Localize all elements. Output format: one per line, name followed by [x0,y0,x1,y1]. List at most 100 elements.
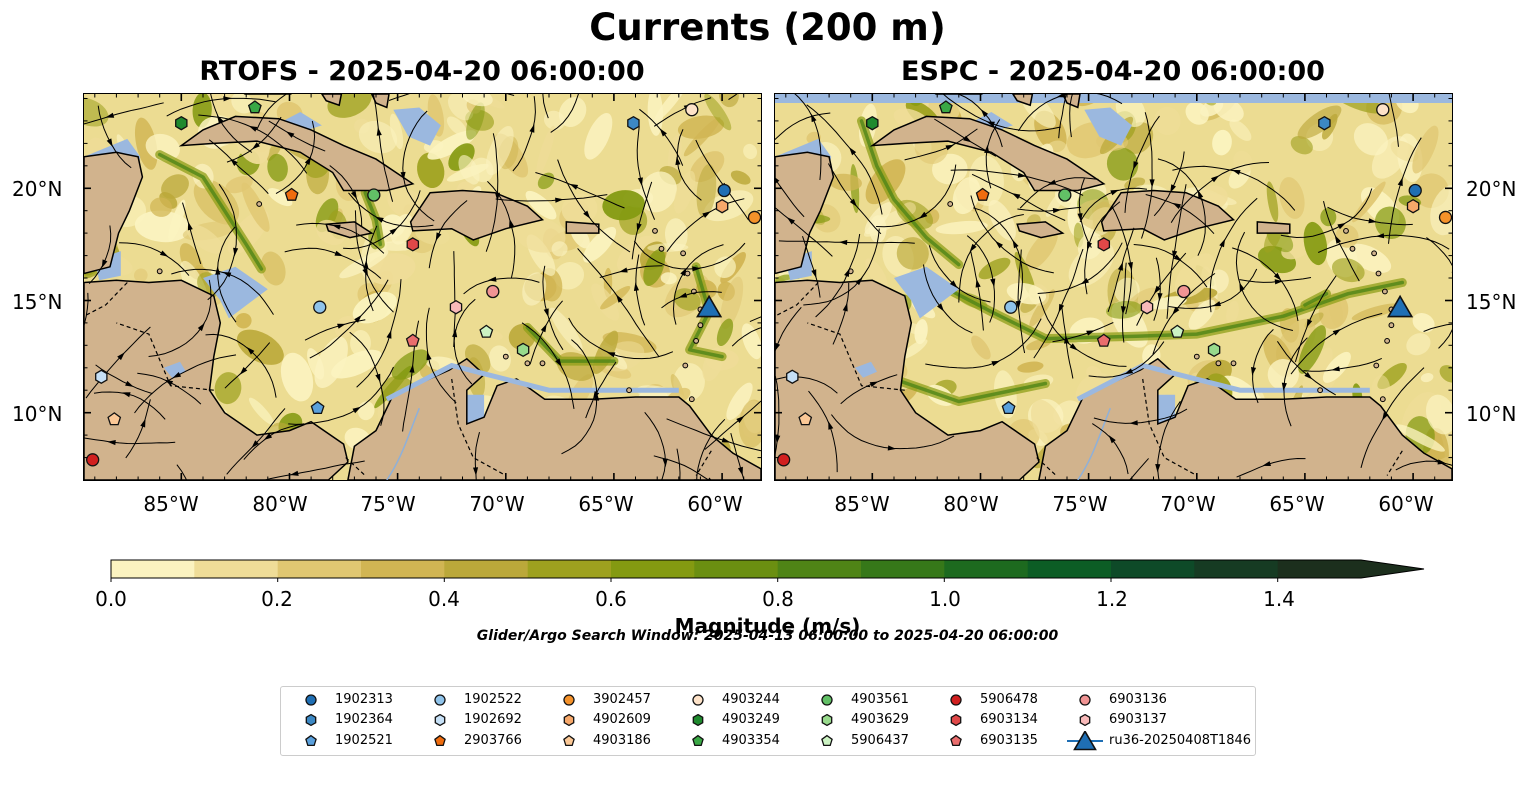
legend-marker [1079,694,1091,706]
country-border [807,322,905,391]
streamline-arrow [616,294,623,303]
streamline-arrow [775,177,780,184]
colorbar-tick-4: 0.8 [762,587,794,611]
colorbar-extend-arrow [1361,560,1424,578]
platform-marker-6903135 [405,333,420,347]
map-panel-rtofs[interactable] [83,93,762,481]
lat-label-10n-right: 10°N [1466,402,1517,426]
small-island [539,360,546,367]
platform-marker-5906478 [777,453,791,467]
streamline-arrow [555,358,562,367]
colorbar-segment [361,560,445,578]
streamline-arrow [121,392,131,398]
land-cuba [178,115,415,192]
streamline-arrow [1170,184,1176,193]
streamline-arrow [426,351,432,361]
shallow-water [393,107,441,146]
streamlines [84,94,761,480]
colorbar-tick-6: 1.2 [1096,587,1128,611]
legend-marker-shape [305,734,317,747]
platform-marker-4903249 [866,115,879,131]
streamline-arrow [984,144,990,154]
platform-marker-4903561 [367,188,381,202]
map-panel-espc[interactable] [774,93,1453,481]
streamline [256,94,288,131]
legend-marker [434,734,446,747]
small-island [1379,396,1386,403]
streamline [1145,194,1215,235]
lon-label-80w-right: 80°W [943,492,999,516]
streamline-arrow [1304,372,1313,380]
streamline [84,102,164,125]
streamline-arrow [887,445,897,451]
small-island [1193,353,1200,360]
streamline [119,242,190,276]
streamline [1079,187,1148,223]
streamline-arrow [106,138,113,147]
platform-marker-4903249 [175,115,188,131]
streamline [207,183,237,301]
platform-marker-3902457 [747,210,761,225]
streamline [95,364,153,395]
streamline [653,455,710,480]
legend-label: 1902364 [335,712,393,727]
streamline-arrow [409,364,415,373]
colorbar-segment [944,560,1029,578]
streamline [731,327,761,347]
streamline-arrow [1262,461,1271,466]
small-island [680,250,686,257]
legend-label: 1902313 [335,692,393,707]
lat-label-20n: 20°N [12,177,63,201]
streamline [1283,337,1308,427]
legend-label: 4903186 [593,733,651,748]
colorbar-segment [111,560,195,578]
legend-label: 1902522 [464,692,522,707]
land-yucatan [775,151,835,275]
legend-marker [821,694,833,706]
streamline [309,279,389,359]
streamline [942,94,1061,132]
legend-marker [950,694,962,706]
streamline-arrow [107,440,116,446]
streamline-arrow [529,124,535,133]
lat-label-20n-right: 20°N [1466,177,1517,201]
land-bahamas1 [321,94,343,107]
streamline-arrow [1052,208,1062,214]
small-island [1382,288,1388,295]
streamline-arrow [350,190,357,200]
coastal-shelf [1076,362,1370,402]
lon-label-60w: 60°W [687,492,743,516]
streamline-arrow [919,211,928,219]
platform-marker-1902522 [313,300,327,314]
platform-marker-4903629 [1207,342,1221,358]
streamline [1294,275,1337,363]
strong-current-core [363,190,383,247]
legend-marker-shape [563,734,575,747]
lon-label-80w: 80°W [252,492,308,516]
streamline-arrow [1069,343,1078,351]
streamline-arrow [1281,382,1287,392]
legend-label: 6903136 [1109,692,1167,707]
river [386,407,420,480]
legend-marker [1079,713,1091,727]
platform-marker-4903354 [247,100,262,114]
panel-title-rtofs: RTOFS - 2025-04-20 06:00:00 [199,56,645,87]
colorbar-tick-7: 1.4 [1263,587,1295,611]
platform-marker-4903244 [685,103,699,117]
land-hispaniola [409,189,545,241]
streamline-arrow [452,328,458,338]
streamline [535,172,625,209]
streamline-arrow [435,232,442,241]
colorbar-tick-5: 1.0 [929,587,961,611]
streamline [550,94,579,133]
streamline-arrow [1133,161,1139,170]
legend-label: 6903135 [980,733,1038,748]
platform-marker-6903137 [449,299,463,315]
streamline-arrow [354,314,362,323]
streamline-arrow [304,156,312,165]
small-island [1343,228,1349,234]
colorbar-tick-0: 0.0 [95,587,127,611]
lon-label-60w-right: 60°W [1378,492,1434,516]
streamline-arrow [702,211,711,218]
streamline-arrow [334,250,344,257]
